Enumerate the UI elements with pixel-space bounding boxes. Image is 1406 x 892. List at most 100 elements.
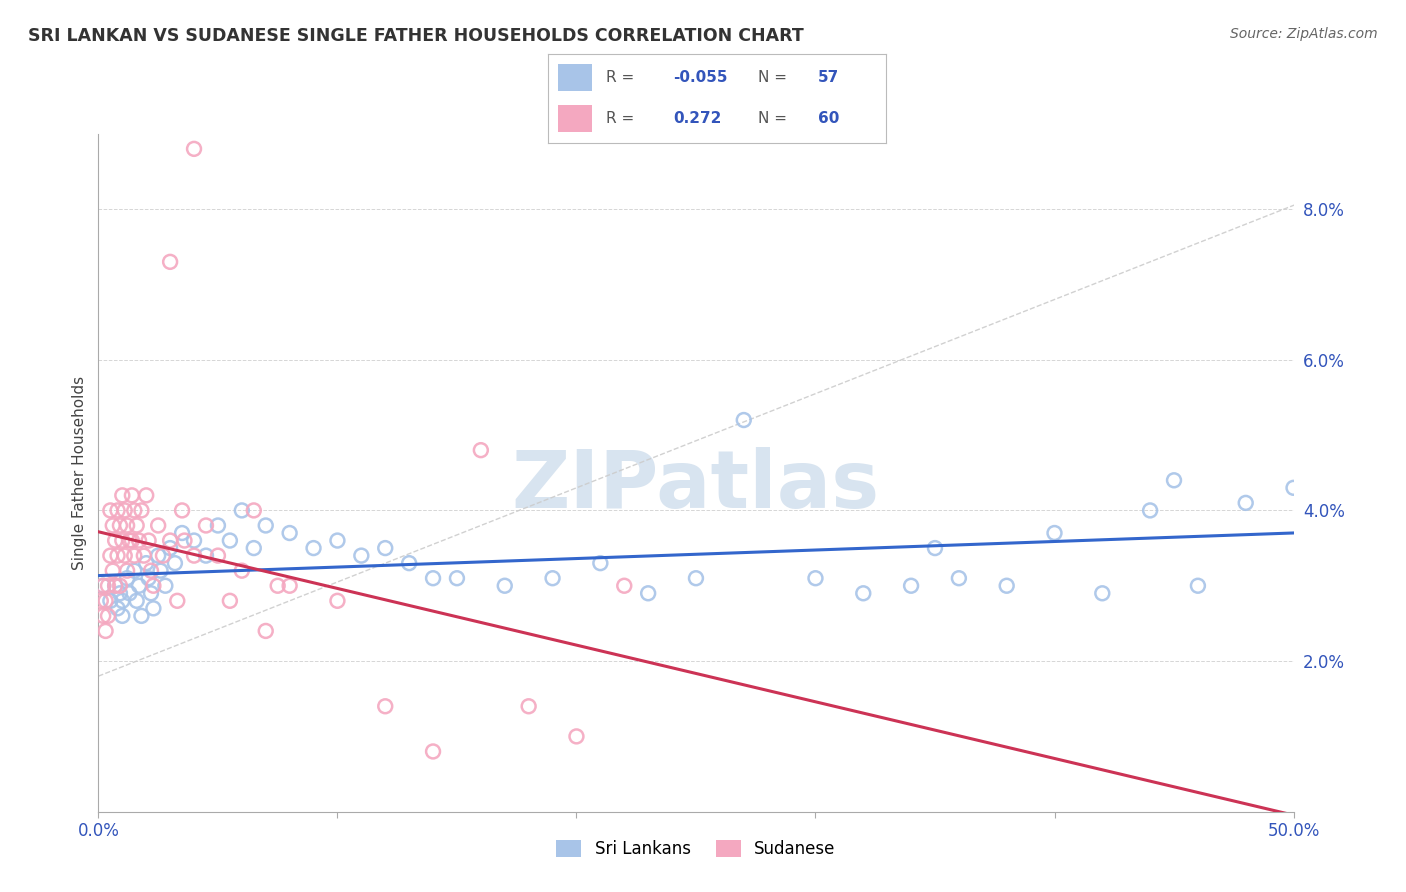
Point [637, 586, 659, 600]
Point [111, 488, 134, 502]
Point [135, 488, 157, 502]
Point [114, 503, 136, 517]
Text: R =: R = [606, 70, 638, 85]
Point [1282, 481, 1305, 495]
Point [118, 533, 141, 548]
Point [733, 413, 755, 427]
Point [231, 564, 253, 578]
Point [207, 518, 229, 533]
Point [128, 533, 150, 548]
Point [326, 594, 349, 608]
Point [108, 586, 131, 600]
Point [243, 503, 266, 517]
Point [219, 594, 242, 608]
FancyBboxPatch shape [558, 64, 592, 91]
Point [422, 571, 444, 585]
Point [183, 549, 205, 563]
Point [142, 601, 165, 615]
Point [398, 556, 420, 570]
Point [159, 541, 181, 555]
Point [139, 564, 162, 578]
Point [326, 533, 349, 548]
Point [107, 549, 129, 563]
Point [115, 564, 138, 578]
Point [422, 744, 444, 758]
Point [139, 586, 162, 600]
Point [108, 579, 131, 593]
Point [94, 594, 117, 608]
Point [243, 541, 266, 555]
Point [108, 518, 131, 533]
Point [131, 608, 153, 623]
Point [194, 549, 217, 563]
Point [152, 549, 174, 563]
Point [118, 586, 141, 600]
Point [1187, 579, 1209, 593]
Point [90, 594, 112, 608]
Point [1234, 496, 1257, 510]
Point [183, 142, 205, 156]
Point [589, 556, 612, 570]
Point [149, 564, 172, 578]
Legend: Sri Lankans, Sudanese: Sri Lankans, Sudanese [550, 833, 842, 864]
Point [183, 533, 205, 548]
Point [374, 699, 396, 714]
Point [173, 533, 195, 548]
Point [231, 503, 253, 517]
Point [163, 556, 186, 570]
Point [148, 549, 170, 563]
Text: N =: N = [758, 112, 792, 126]
Point [159, 255, 181, 269]
Point [97, 608, 120, 623]
Point [1139, 503, 1161, 517]
Point [125, 594, 148, 608]
Point [104, 533, 127, 548]
Text: -0.055: -0.055 [673, 70, 728, 85]
Point [135, 556, 157, 570]
Text: 57: 57 [818, 70, 839, 85]
Point [97, 579, 120, 593]
Point [114, 549, 136, 563]
Point [104, 579, 127, 593]
Point [124, 549, 146, 563]
Point [219, 533, 242, 548]
Point [446, 571, 468, 585]
Point [350, 549, 373, 563]
Point [98, 594, 122, 608]
Point [115, 571, 138, 585]
Point [995, 579, 1018, 593]
Text: ZIPatlas: ZIPatlas [512, 447, 880, 525]
Y-axis label: Single Father Households: Single Father Households [72, 376, 87, 570]
Point [124, 564, 146, 578]
Point [900, 579, 922, 593]
Text: Source: ZipAtlas.com: Source: ZipAtlas.com [1230, 27, 1378, 41]
Point [685, 571, 707, 585]
Point [115, 518, 138, 533]
Point [155, 579, 177, 593]
Point [278, 526, 301, 541]
Point [101, 518, 124, 533]
Point [107, 503, 129, 517]
Point [91, 579, 114, 593]
Point [494, 579, 516, 593]
Point [172, 503, 194, 517]
Point [148, 518, 170, 533]
Point [278, 579, 301, 593]
Point [254, 624, 277, 638]
Point [94, 624, 117, 638]
Point [91, 608, 114, 623]
Point [138, 571, 160, 585]
Text: N =: N = [758, 70, 792, 85]
Point [98, 503, 122, 517]
Point [111, 533, 134, 548]
Point [121, 533, 143, 548]
Point [159, 533, 181, 548]
Text: 60: 60 [818, 112, 839, 126]
Point [254, 518, 277, 533]
Point [924, 541, 946, 555]
Point [111, 594, 134, 608]
Point [517, 699, 540, 714]
Point [1043, 526, 1066, 541]
Point [142, 579, 165, 593]
Point [565, 730, 588, 744]
